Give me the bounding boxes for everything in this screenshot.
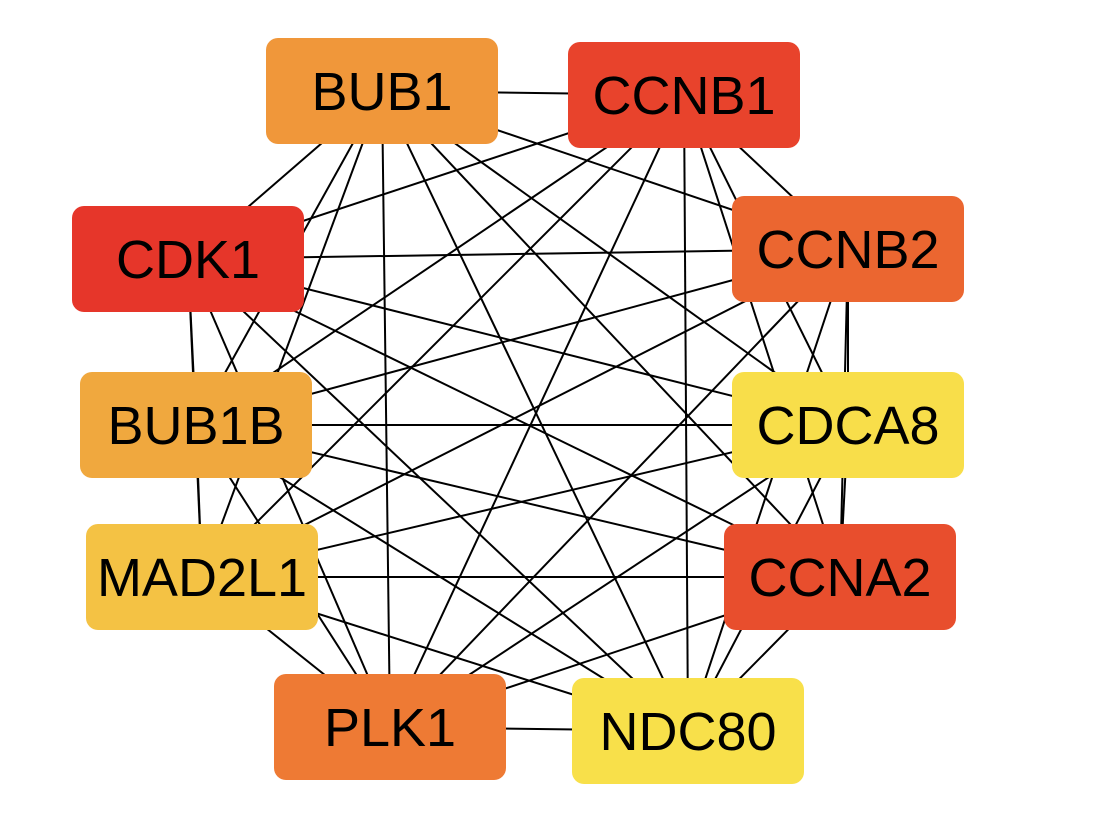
edge-bub1-plk1 (381, 90, 391, 728)
node-box (274, 674, 506, 780)
node-cdca8[interactable]: CDCA8 (732, 372, 964, 478)
node-label: BUB1B (107, 396, 284, 456)
node-box (266, 38, 498, 144)
node-box (732, 196, 964, 302)
node-label: CCNB2 (756, 220, 939, 280)
node-ccna2[interactable]: CCNA2 (724, 524, 956, 630)
node-label: MAD2L1 (97, 548, 307, 608)
node-box (568, 42, 800, 148)
node-label: CCNB1 (592, 66, 775, 126)
edge-ccnb2-mad2l1 (201, 248, 849, 578)
node-ccnb2[interactable]: CCNB2 (732, 196, 964, 302)
node-label: BUB1 (311, 62, 452, 122)
node-box (724, 524, 956, 630)
node-box (80, 372, 312, 478)
edge-bub1-cdca8 (381, 90, 849, 426)
edge-bub1-mad2l1 (201, 90, 383, 578)
node-box (86, 524, 318, 630)
edge-ccnb1-plk1 (389, 94, 685, 728)
edge-bub1-ndc80 (381, 90, 689, 732)
node-box (732, 372, 964, 478)
edge-ccnb1-bub1b (195, 94, 685, 426)
node-label: CDK1 (116, 230, 260, 290)
edge-ccnb1-ccna2 (683, 94, 841, 578)
node-ndc80[interactable]: NDC80 (572, 678, 804, 784)
node-label: CDCA8 (756, 396, 939, 456)
node-bub1[interactable]: BUB1 (266, 38, 498, 144)
node-label: NDC80 (599, 702, 776, 762)
edge-ccnb1-ndc80 (683, 94, 689, 732)
edge-ccnb1-mad2l1 (201, 94, 685, 578)
edge-bub1-ccna2 (381, 90, 841, 578)
edge-cdk1-plk1 (187, 258, 391, 728)
node-label: PLK1 (324, 698, 456, 758)
node-cdk1[interactable]: CDK1 (72, 206, 304, 312)
node-ccnb1[interactable]: CCNB1 (568, 42, 800, 148)
node-box (572, 678, 804, 784)
node-label: CCNA2 (748, 548, 931, 608)
edge-ccnb2-plk1 (389, 248, 849, 728)
node-bub1b[interactable]: BUB1B (80, 372, 312, 478)
node-mad2l1[interactable]: MAD2L1 (86, 524, 318, 630)
network-nodes: BUB1 CCNB1 CDK1 CCNB2 BUB1B CDCA8 MAD2L1 CCNA2 P… (72, 38, 964, 784)
edge-ccnb2-ndc80 (687, 248, 849, 732)
node-box (72, 206, 304, 312)
edge-cdk1-ndc80 (187, 258, 689, 732)
node-plk1[interactable]: PLK1 (274, 674, 506, 780)
